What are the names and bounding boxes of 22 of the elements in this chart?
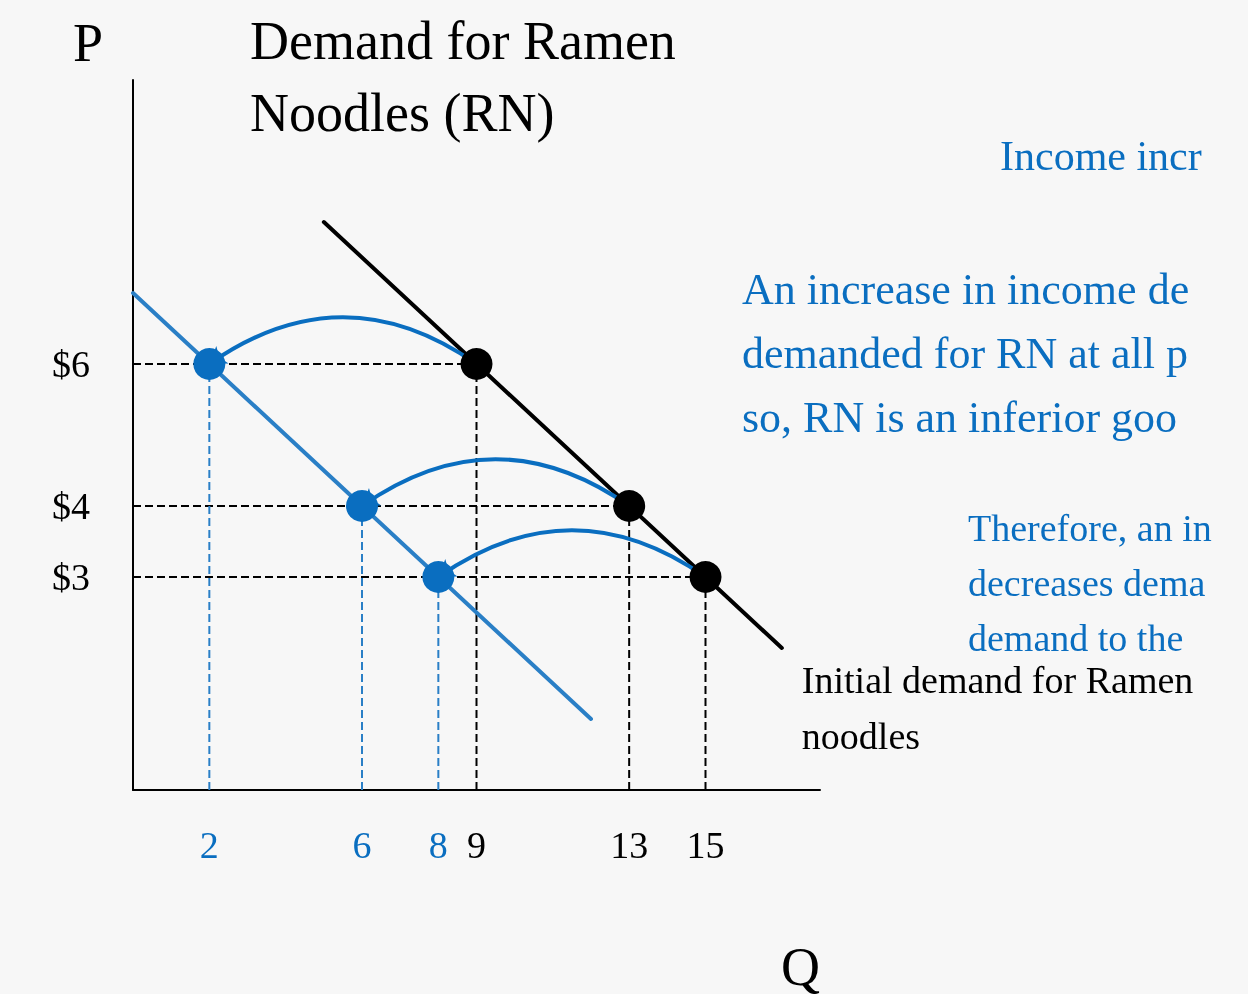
y-tick-label: $3 xyxy=(52,556,90,598)
x-tick-label: 8 xyxy=(428,824,448,866)
text: Therefore, an in decreases dema demand to the xyxy=(968,506,1212,659)
chart-title: Demand for Ramen Noodles (RN) xyxy=(250,11,690,143)
point xyxy=(422,561,455,593)
annotation: An increase in income de demanded for RN at all p so, RN is an inferior goo xyxy=(742,265,1190,442)
y-axis-title: P xyxy=(72,13,103,73)
point xyxy=(613,490,646,522)
point xyxy=(460,348,493,380)
x-tick-label: 2 xyxy=(199,824,219,866)
x-axis-title: Q xyxy=(781,937,820,994)
x-tick-label: 9 xyxy=(467,824,486,866)
series-label: Initial demand for Ramen noodles xyxy=(801,659,1203,757)
x-tick-label: 15 xyxy=(686,824,725,866)
y-tick-label: $4 xyxy=(52,485,90,527)
x-tick-label: 13 xyxy=(610,824,649,866)
point xyxy=(689,561,722,593)
y-tick-label: $6 xyxy=(52,343,90,385)
point xyxy=(346,490,378,522)
text: Income incr xyxy=(1000,133,1202,180)
point xyxy=(193,348,226,380)
x-tick-label: 6 xyxy=(352,824,372,866)
